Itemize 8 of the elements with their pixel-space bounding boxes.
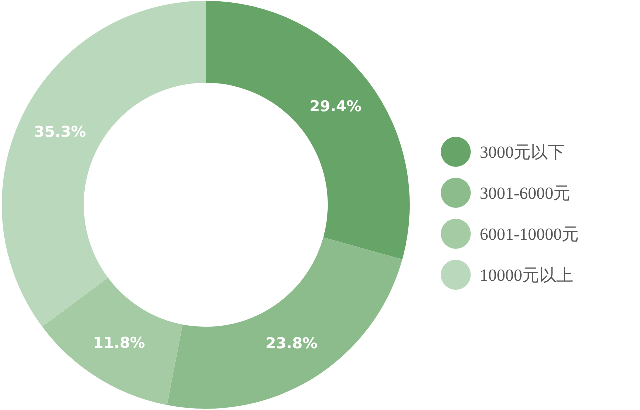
legend-label: 6001-10000元 bbox=[480, 225, 580, 244]
legend-label: 10000元以上 bbox=[480, 266, 574, 285]
data-label: 23.8% bbox=[266, 334, 318, 353]
legend-label: 3001-6000元 bbox=[480, 184, 571, 203]
legend-label: 3000元以下 bbox=[480, 143, 565, 162]
data-label: 35.3% bbox=[34, 122, 86, 141]
data-label: 29.4% bbox=[310, 97, 362, 116]
data-label: 11.8% bbox=[93, 334, 146, 352]
